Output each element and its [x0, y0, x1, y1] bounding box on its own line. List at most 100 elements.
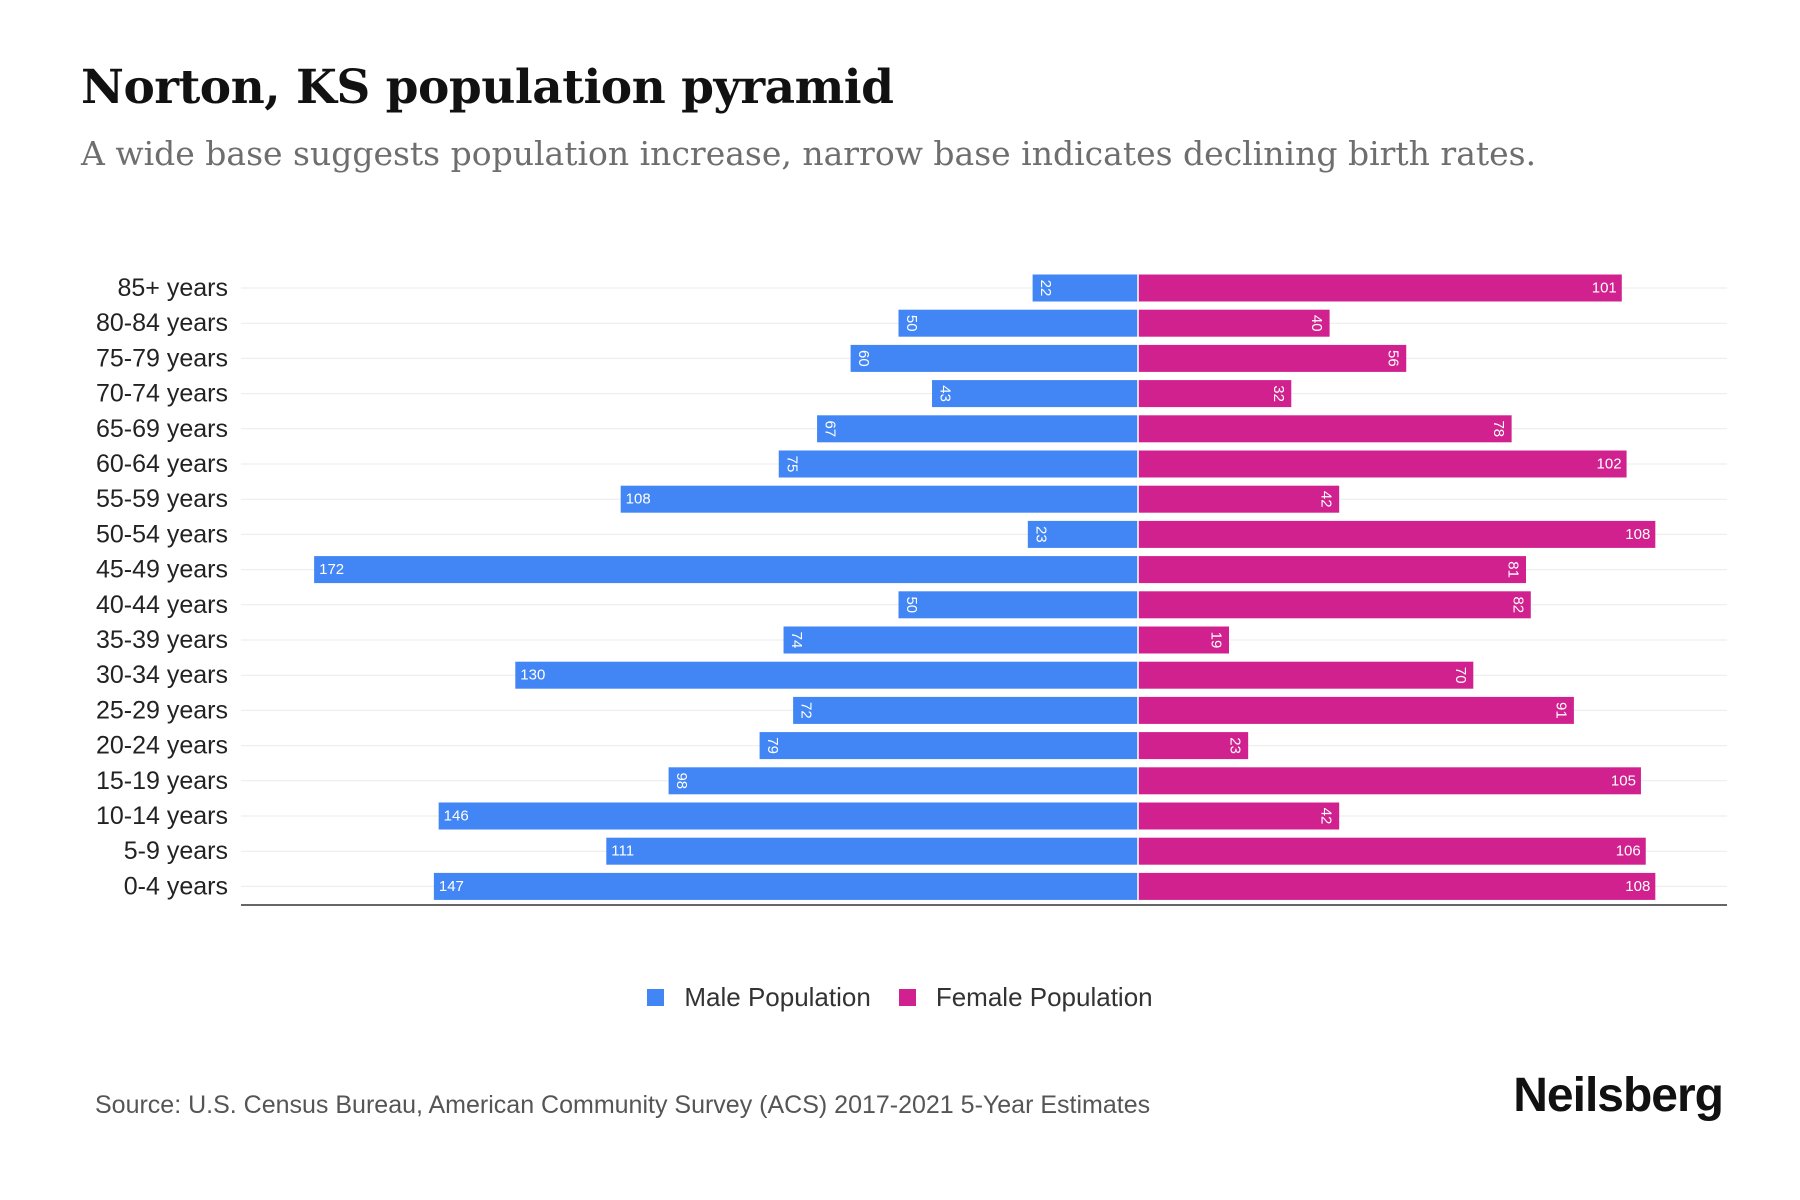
chart-subtitle: A wide base suggests population increase…	[81, 134, 1537, 173]
category-label: 45-49 years	[96, 556, 228, 584]
data-label-female: 42	[1318, 491, 1335, 508]
category-label: 35-39 years	[96, 626, 228, 654]
bar-male	[314, 556, 1138, 584]
data-label-male: 50	[903, 596, 920, 613]
data-label-male: 72	[798, 702, 815, 719]
bar-female	[1138, 556, 1526, 584]
data-label-male: 74	[788, 632, 805, 649]
category-label: 5-9 years	[124, 837, 228, 865]
bar-male	[817, 415, 1138, 443]
category-label: 20-24 years	[96, 732, 228, 760]
data-label-male: 23	[1032, 526, 1049, 543]
source-note: Source: U.S. Census Bureau, American Com…	[95, 1091, 1151, 1119]
bar-female	[1138, 732, 1249, 760]
category-label: 10-14 years	[96, 802, 228, 830]
category-label: 30-34 years	[96, 661, 228, 689]
data-label-female: 32	[1270, 385, 1287, 402]
category-label: 70-74 years	[96, 380, 228, 408]
category-label: 60-64 years	[96, 450, 228, 478]
bar-female	[1138, 872, 1656, 900]
brand-logo: Neilsberg	[1513, 1069, 1724, 1122]
data-label-male: 75	[783, 456, 800, 473]
bar-female	[1138, 520, 1656, 548]
bar-male	[850, 344, 1138, 372]
data-label-female: 70	[1452, 667, 1469, 684]
data-label-female: 102	[1597, 456, 1622, 473]
data-label-male: 172	[319, 561, 344, 578]
data-label-female: 81	[1504, 561, 1521, 578]
data-label-female: 91	[1552, 702, 1569, 719]
bar-female	[1138, 309, 1330, 337]
data-label-male: 67	[822, 420, 839, 437]
legend-item-female[interactable]: Female Population	[898, 982, 1153, 1013]
bar-male	[1027, 520, 1138, 548]
bar-male	[433, 872, 1138, 900]
bar-male	[778, 450, 1138, 478]
category-label: 75-79 years	[96, 344, 228, 372]
category-label: 40-44 years	[96, 591, 228, 619]
data-label-female: 106	[1616, 843, 1641, 860]
data-label-male: 130	[520, 667, 545, 684]
data-label-male: 146	[444, 808, 469, 825]
data-label-female: 56	[1385, 350, 1402, 367]
bar-male	[793, 696, 1138, 724]
chart-title: Norton, KS population pyramid	[81, 60, 894, 115]
data-label-female: 78	[1490, 420, 1507, 437]
data-label-male: 108	[626, 491, 651, 508]
category-label: 55-59 years	[96, 485, 228, 513]
data-label-male: 60	[855, 350, 872, 367]
data-label-male: 111	[611, 843, 634, 860]
data-label-female: 101	[1592, 280, 1617, 297]
bar-female	[1138, 661, 1474, 689]
bar-male	[898, 309, 1138, 337]
bar-female	[1138, 380, 1292, 408]
data-label-female: 40	[1308, 315, 1325, 332]
bar-female	[1138, 274, 1622, 302]
data-label-female: 42	[1318, 808, 1335, 825]
data-label-male: 22	[1037, 280, 1054, 297]
category-label: 65-69 years	[96, 415, 228, 443]
data-label-female: 108	[1625, 526, 1650, 543]
bar-male	[932, 380, 1138, 408]
bar-male	[515, 661, 1138, 689]
bar-female	[1138, 767, 1641, 795]
bar-male	[783, 626, 1138, 654]
bar-male	[1032, 274, 1138, 302]
legend-label-male: Male Population	[684, 982, 871, 1012]
data-label-male: 43	[937, 385, 954, 402]
bar-female	[1138, 696, 1574, 724]
category-label: 25-29 years	[96, 696, 228, 724]
category-label: 0-4 years	[124, 872, 228, 900]
bar-female	[1138, 344, 1407, 372]
data-label-male: 98	[673, 772, 690, 789]
data-label-female: 19	[1208, 632, 1225, 649]
bar-female	[1138, 485, 1340, 513]
data-label-female: 105	[1611, 772, 1636, 789]
bar-male	[438, 802, 1138, 830]
bar-male	[620, 485, 1138, 513]
bar-male	[668, 767, 1138, 795]
legend-swatch-female	[898, 989, 916, 1006]
bar-female	[1138, 591, 1531, 619]
legend: Male Population Female Population	[0, 982, 1800, 1013]
bar-male	[759, 732, 1138, 760]
category-label: 15-19 years	[96, 767, 228, 795]
category-label: 80-84 years	[96, 309, 228, 337]
legend-label-female: Female Population	[935, 982, 1153, 1012]
bar-female	[1138, 415, 1512, 443]
bar-female	[1138, 802, 1340, 830]
data-label-male: 50	[903, 315, 920, 332]
data-label-male: 147	[439, 878, 464, 895]
data-label-female: 82	[1509, 596, 1526, 613]
bar-female	[1138, 837, 1646, 865]
category-label: 85+ years	[118, 274, 229, 302]
bar-female	[1138, 450, 1627, 478]
data-label-male: 79	[764, 737, 781, 754]
bar-female	[1138, 626, 1230, 654]
data-label-female: 108	[1625, 878, 1650, 895]
data-label-female: 23	[1227, 737, 1244, 754]
bar-male	[898, 591, 1138, 619]
category-label: 50-54 years	[96, 520, 228, 548]
legend-item-male[interactable]: Male Population	[647, 982, 871, 1013]
